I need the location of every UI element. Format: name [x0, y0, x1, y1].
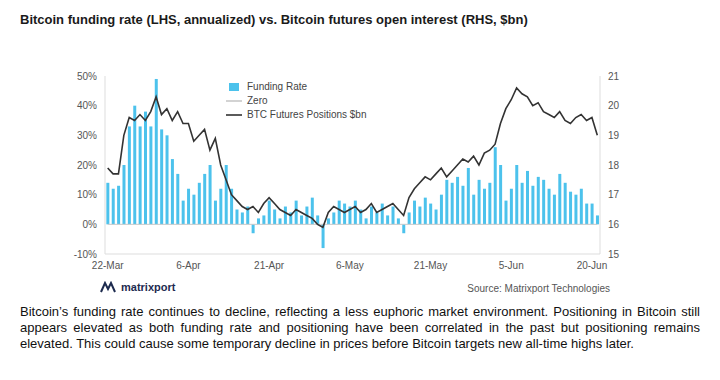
html-text:Source: Matrixport Technologie: Source: Matrixport Technologies: [467, 283, 610, 294]
svg-text:20-Jun: 20-Jun: [577, 260, 608, 271]
svg-text:30%: 30%: [77, 130, 97, 141]
svg-text:19: 19: [608, 130, 620, 141]
svg-text:22-Mar: 22-Mar: [92, 260, 124, 271]
svg-text:50%: 50%: [77, 71, 97, 82]
svg-text:10%: 10%: [77, 189, 97, 200]
svg-text:15: 15: [608, 249, 620, 260]
svg-text:21-May: 21-May: [414, 260, 447, 271]
svg-text:21: 21: [608, 71, 620, 82]
html-text:Bitcoin funding rate (LHS, ann: Bitcoin funding rate (LHS, annualized) v…: [20, 12, 528, 27]
html-text:matrixport: matrixport: [121, 281, 176, 293]
svg-text:6-May: 6-May: [336, 260, 364, 271]
svg-text:-10%: -10%: [74, 249, 97, 260]
html-text:Zero: Zero: [247, 95, 268, 106]
svg-text:20%: 20%: [77, 160, 97, 171]
svg-text:18: 18: [608, 160, 620, 171]
html-text:Funding Rate: Funding Rate: [247, 81, 307, 92]
html-text:BTC Futures Positions $bn: BTC Futures Positions $bn: [247, 109, 367, 120]
svg-text:6-Apr: 6-Apr: [176, 260, 201, 271]
svg-text:21-Apr: 21-Apr: [254, 260, 285, 271]
svg-text:5-Jun: 5-Jun: [499, 260, 524, 271]
svg-text:20: 20: [608, 100, 620, 111]
html-text:Bitcoin’s funding rate continu: Bitcoin’s funding rate continues to decl…: [20, 304, 700, 351]
svg-text:16: 16: [608, 219, 620, 230]
svg-text:0%: 0%: [83, 219, 98, 230]
svg-text:40%: 40%: [77, 100, 97, 111]
svg-text:17: 17: [608, 189, 620, 200]
